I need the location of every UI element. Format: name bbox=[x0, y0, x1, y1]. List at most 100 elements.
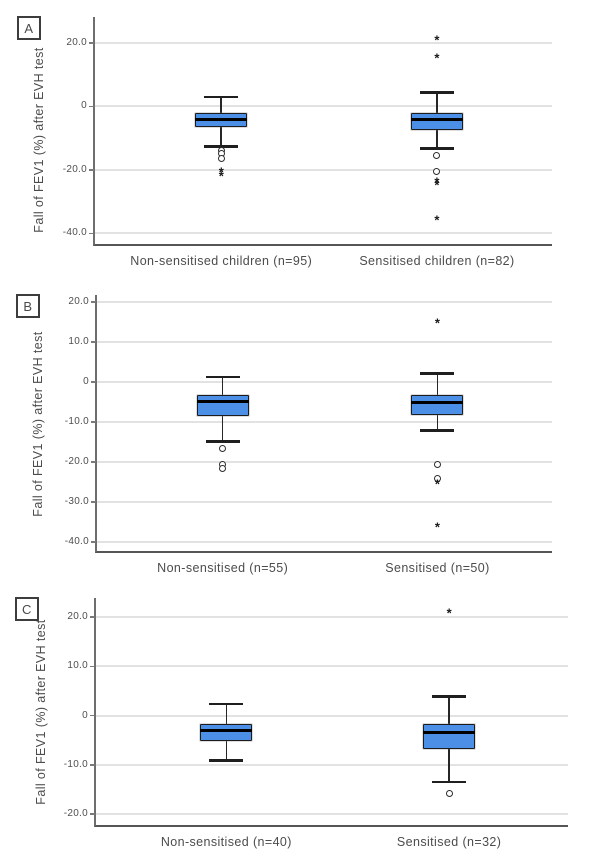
y-tick-label: -20.0 bbox=[62, 163, 87, 175]
gridline bbox=[95, 42, 552, 44]
gridline bbox=[96, 616, 568, 619]
median-line bbox=[200, 728, 253, 732]
y-tick-label: 20.0 bbox=[68, 296, 89, 308]
whisker-cap-bottom bbox=[419, 147, 454, 150]
box-rect bbox=[200, 723, 253, 742]
whisker-cap-bottom bbox=[420, 429, 455, 432]
y-tick-mark bbox=[90, 665, 95, 668]
box-rect bbox=[410, 113, 463, 130]
whisker-cap-top bbox=[209, 702, 244, 706]
x-category-label: Sensitised (n=50) bbox=[385, 561, 490, 575]
y-tick-label: -40.0 bbox=[64, 536, 89, 548]
whisker-cap-top bbox=[204, 95, 239, 99]
median-line bbox=[423, 730, 476, 734]
gridline bbox=[97, 381, 552, 384]
y-tick-mark bbox=[91, 541, 96, 543]
outlier-asterisk: * bbox=[218, 168, 224, 184]
plot-area-b: 20.0 10.0 0 -10.0 -20.0 -30.0 -40.0 Non-sensiti… bbox=[65, 295, 552, 575]
median-line bbox=[410, 117, 463, 121]
y-tick-mark bbox=[91, 501, 96, 503]
whisker-cap-bottom bbox=[432, 780, 467, 784]
outlier-circle bbox=[445, 790, 453, 797]
whisker-cap-top bbox=[419, 91, 454, 94]
y-tick-mark bbox=[91, 341, 96, 343]
y-tick-label: -10.0 bbox=[63, 758, 88, 770]
outlier-circle bbox=[219, 445, 227, 453]
gridline bbox=[95, 105, 552, 108]
box-rect bbox=[196, 395, 249, 416]
y-tick-label: -40.0 bbox=[62, 227, 87, 239]
gridline bbox=[95, 168, 552, 171]
outlier-asterisk: * bbox=[434, 212, 440, 228]
gridline bbox=[97, 301, 552, 304]
x-category-label: Non-sensitised children (n=95) bbox=[130, 254, 313, 268]
y-tick-label: 0 bbox=[82, 709, 88, 721]
y-tick-mark bbox=[89, 105, 94, 108]
y-tick-mark bbox=[91, 421, 96, 423]
box-rect bbox=[423, 724, 476, 749]
whisker-cap-bottom bbox=[209, 759, 244, 762]
gridline bbox=[96, 714, 568, 717]
x-category-label: Sensitised children (n=82) bbox=[359, 254, 515, 268]
y-tick-mark bbox=[91, 461, 96, 463]
outlier-circle bbox=[219, 465, 227, 473]
outlier-asterisk: * bbox=[434, 32, 440, 48]
y-tick-label: -30.0 bbox=[64, 496, 89, 508]
outlier-asterisk: * bbox=[434, 315, 440, 331]
panel-label-a: A bbox=[17, 16, 41, 40]
outlier-asterisk: * bbox=[434, 174, 440, 190]
outlier-circle bbox=[217, 155, 225, 163]
gridline bbox=[97, 501, 552, 504]
gridline bbox=[97, 461, 552, 464]
outlier-asterisk: * bbox=[434, 50, 440, 66]
outlier-asterisk: * bbox=[218, 164, 224, 180]
gridline bbox=[95, 232, 552, 235]
plot-area-a: 20.0 0 -20.0 -40.0 * * Non-sensitised children… bbox=[63, 17, 552, 268]
box-rect bbox=[411, 394, 464, 415]
outlier-circle bbox=[433, 474, 441, 482]
y-tick-label: 0 bbox=[83, 376, 89, 388]
outlier-asterisk: * bbox=[446, 605, 452, 621]
whisker-cap-bottom bbox=[205, 440, 240, 443]
y-tick-label: -10.0 bbox=[64, 416, 89, 428]
whisker-cap-bottom bbox=[204, 145, 239, 148]
outlier-asterisk: * bbox=[434, 476, 440, 492]
gridline bbox=[97, 421, 552, 424]
y-tick-label: 10.0 bbox=[68, 336, 89, 348]
y-tick-mark bbox=[90, 764, 95, 766]
gridline bbox=[97, 541, 552, 544]
y-tick-mark bbox=[89, 42, 94, 44]
y-tick-label: -20.0 bbox=[64, 456, 89, 468]
y-tick-mark bbox=[89, 232, 94, 235]
whisker-cap-top bbox=[432, 695, 467, 698]
x-category-label: Non-sensitised (n=55) bbox=[157, 561, 289, 575]
x-category-label: Non-sensitised (n=40) bbox=[160, 835, 292, 849]
median-line bbox=[196, 400, 249, 404]
outlier-asterisk: * bbox=[434, 178, 440, 194]
gridline bbox=[96, 763, 568, 766]
panel-label-c: C bbox=[15, 597, 39, 621]
y-tick-label: 10.0 bbox=[67, 660, 88, 672]
median-line bbox=[411, 400, 464, 404]
y-tick-mark bbox=[91, 381, 96, 383]
y-tick-mark bbox=[90, 616, 95, 618]
whisker-cap-top bbox=[205, 375, 240, 379]
whisker-cap-top bbox=[420, 372, 455, 375]
gridline bbox=[96, 813, 568, 816]
outlier-circle bbox=[433, 167, 441, 175]
plot-area-c: 20.0 10.0 0 -10.0 -20.0 Non-sensitised (n=40)… bbox=[64, 598, 568, 849]
gridline bbox=[97, 341, 552, 344]
outlier-circle bbox=[433, 152, 441, 160]
y-axis-title-a: Fall of FEV1 (%) after EVH test bbox=[32, 47, 46, 233]
median-line bbox=[195, 118, 248, 122]
outlier-circle bbox=[433, 461, 441, 469]
y-tick-label: 20.0 bbox=[67, 611, 88, 623]
y-tick-mark bbox=[90, 813, 95, 815]
y-tick-label: -20.0 bbox=[63, 808, 88, 820]
y-tick-mark bbox=[91, 301, 96, 303]
panel-label-b: B bbox=[16, 294, 40, 318]
y-tick-mark bbox=[89, 169, 94, 171]
outlier-asterisk: * bbox=[434, 519, 440, 535]
y-tick-mark bbox=[90, 714, 95, 717]
